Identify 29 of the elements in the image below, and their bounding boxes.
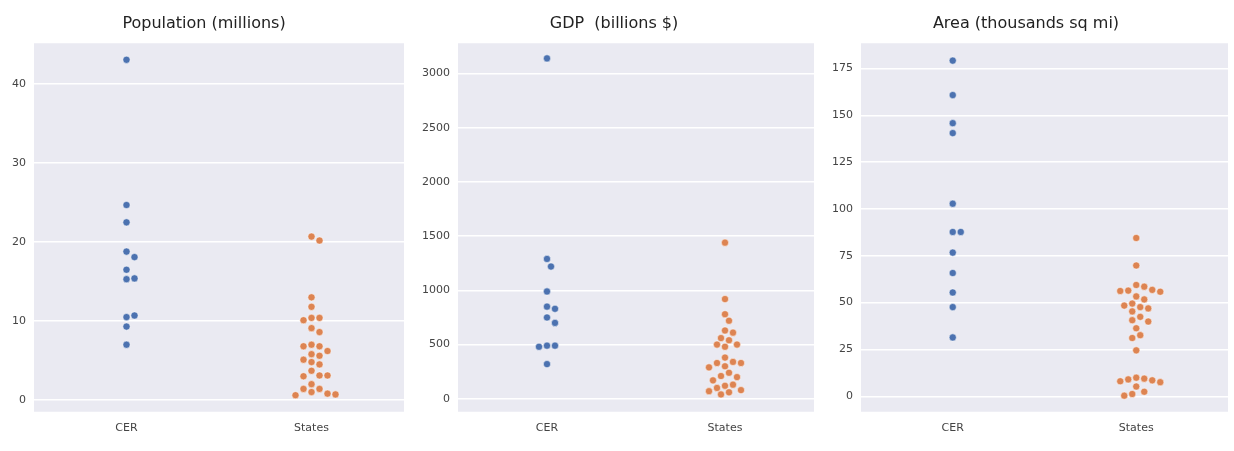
chart-title: Area (thousands sq mi): [932, 12, 1120, 32]
x-tick-label: States: [707, 421, 743, 435]
chart-title: GDP (billions $): [549, 12, 679, 32]
y-tick-label: 10: [12, 313, 26, 327]
y-tick-label: 3000: [421, 66, 450, 80]
x-tick-label: States: [294, 421, 330, 435]
x-tick-label: CER: [941, 421, 965, 435]
chart-title: Population (millions): [122, 12, 286, 32]
y-tick-label: 30: [12, 156, 26, 170]
y-tick-label: 40: [12, 77, 26, 91]
x-tick-label: CER: [535, 421, 559, 435]
y-tick-label: 2000: [421, 174, 450, 188]
y-tick-label: 100: [832, 201, 853, 215]
y-tick-label: 175: [832, 61, 853, 75]
x-tick-label: CER: [115, 421, 138, 435]
y-tick-label: 0: [19, 392, 26, 406]
y-tick-label: 25: [839, 342, 853, 356]
y-tick-label: 75: [839, 248, 853, 262]
y-tick-label: 0: [846, 389, 853, 403]
y-tick-label: 150: [832, 108, 853, 122]
y-tick-label: 50: [839, 295, 853, 309]
y-tick-label: 500: [428, 337, 450, 351]
x-tick-label: States: [1118, 421, 1154, 435]
y-tick-label: 20: [12, 234, 26, 248]
y-tick-label: 1000: [421, 283, 450, 297]
y-tick-label: 125: [832, 154, 853, 168]
y-tick-label: 0: [442, 391, 450, 405]
y-tick-label: 2500: [421, 120, 450, 134]
y-tick-label: 1500: [421, 229, 450, 243]
